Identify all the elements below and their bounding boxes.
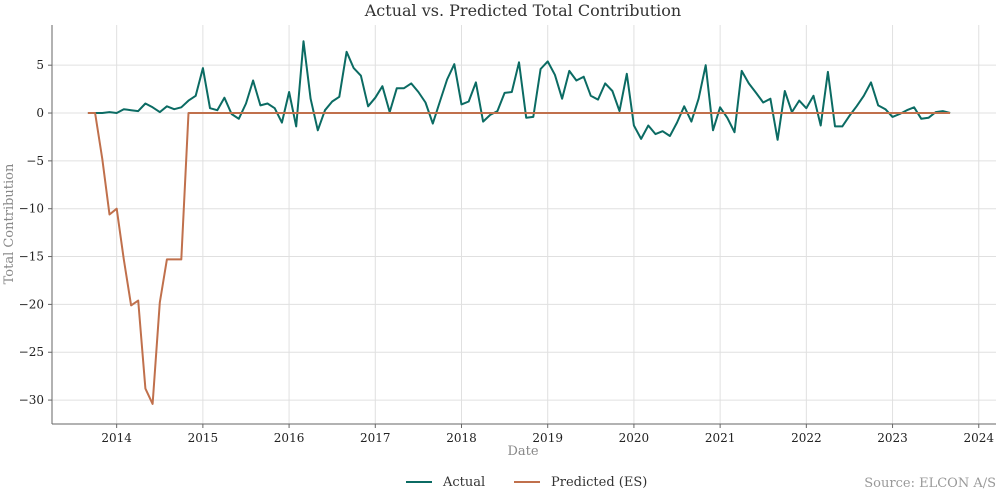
legend-label-actual: Actual [442, 475, 485, 490]
legend-label-predicted: Predicted (ES) [551, 475, 647, 490]
x-tick-label: 2021 [705, 431, 736, 445]
x-tick-label: 2023 [877, 431, 908, 445]
legend: Actual Predicted (ES) [406, 475, 647, 490]
x-tick-label: 2018 [446, 431, 477, 445]
series-lines [87, 40, 951, 405]
grid-lines [52, 25, 996, 424]
y-tick-label: 0 [36, 106, 44, 120]
y-tick-label: −25 [19, 345, 44, 359]
series-line-actual [87, 40, 951, 141]
x-tick-label: 2016 [274, 431, 305, 445]
x-axis-label: Date [507, 444, 538, 459]
axes: 2014 2015 2016 2017 2018 2019 2020 2021 2022 2023… [19, 25, 996, 445]
x-tick-label: 2020 [619, 431, 650, 445]
y-tick-label: −20 [19, 297, 44, 311]
x-tick-label: 2022 [791, 431, 822, 445]
x-tick-label: 2014 [101, 431, 132, 445]
y-tick-label: −5 [26, 154, 44, 168]
x-tick-label: 2019 [532, 431, 563, 445]
y-axis-label: Total Contribution [2, 163, 17, 284]
x-tick-label: 2015 [188, 431, 219, 445]
series-line-predicted [87, 112, 951, 405]
source-note: Source: ELCON A/S [864, 476, 996, 491]
chart-title: Actual vs. Predicted Total Contribution [364, 1, 681, 20]
x-tick-label: 2017 [360, 431, 391, 445]
x-tick-label: 2024 [963, 431, 994, 445]
y-tick-label: −10 [19, 202, 44, 216]
y-tick-label: 5 [36, 58, 44, 72]
y-tick-label: −15 [19, 250, 44, 264]
y-tick-label: −30 [19, 393, 44, 407]
